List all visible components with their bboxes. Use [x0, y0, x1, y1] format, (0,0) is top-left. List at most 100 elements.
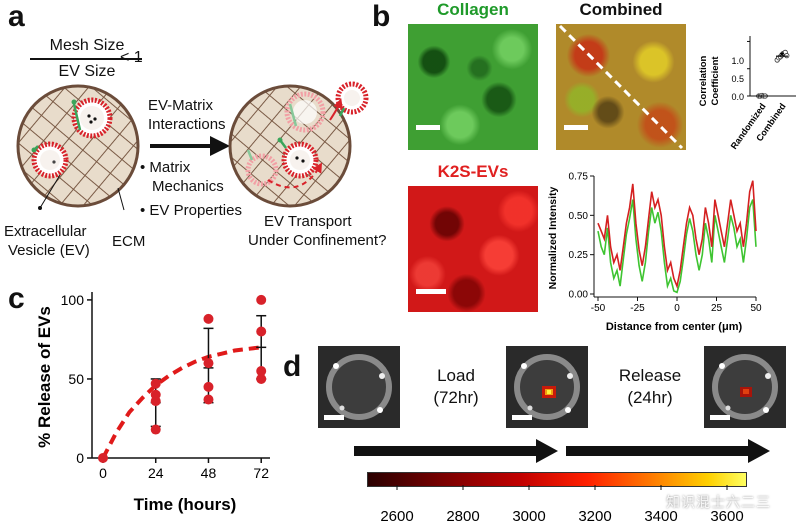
panel-label-b: b: [372, 0, 391, 33]
particle-image-initial: [318, 346, 400, 428]
x-tick-label: 0: [99, 465, 107, 481]
corr-ytick-0: 0.0: [731, 92, 744, 102]
x-tick-label: -50: [591, 303, 606, 314]
panel-label-d: d: [283, 350, 302, 383]
panel-label-a: a: [8, 0, 25, 33]
x-tick-label: 48: [201, 465, 217, 481]
release-xlabel: Time (hours): [134, 495, 237, 514]
data-point: [203, 358, 214, 369]
scale-bar: [512, 415, 532, 420]
series-line-collagen: [597, 199, 757, 294]
watermark: 知识混士六二三: [666, 494, 771, 510]
arrow-release: [566, 439, 770, 463]
load-line1: Load: [437, 366, 475, 385]
arrow-label-line2: Interactions: [148, 116, 226, 133]
data-point: [203, 381, 214, 392]
series-line-k2s-evs: [597, 180, 757, 289]
colorbar-tick-label: 2800: [446, 508, 479, 525]
scale-bar: [324, 415, 344, 420]
transport-path-arrow: [267, 162, 323, 189]
colorbar-tick-label: 3000: [512, 508, 545, 525]
ev-label-line1: Extracellular: [4, 223, 87, 240]
correlation-chart: Correlation Coefficient 1.0 0.5 0.0 * Ra…: [698, 36, 796, 151]
scale-bar: [710, 415, 730, 420]
data-point: [150, 378, 161, 389]
colorbar-tick-label: 2600: [380, 508, 413, 525]
transport-line1: EV Transport: [264, 213, 352, 230]
colorbar-ticks: 2600 2800 3000 3200 3400 3600: [380, 485, 744, 525]
release-chart: 0 24 48 72 0 50 100 % Release of EVs Time (hou…: [35, 292, 270, 514]
y-tick-label: 0.25: [569, 250, 589, 261]
corr-ylabel-1: Correlation: [698, 55, 709, 106]
y-tick-label: 0.75: [569, 172, 589, 183]
title-collagen: Collagen: [437, 0, 509, 19]
scale-bar: [564, 125, 588, 130]
vesicle-left-1: [71, 97, 113, 139]
data-point: [97, 453, 108, 463]
data-point: [203, 313, 214, 324]
vesicle-right-3: [245, 149, 279, 187]
data-point: [256, 366, 267, 377]
data-point: [256, 326, 267, 337]
timeline-arrows: [354, 439, 770, 463]
x-tick-label: 50: [750, 303, 762, 314]
y-tick-label: 0.50: [569, 211, 589, 222]
x-tick-label: 24: [148, 465, 164, 481]
release-ylabel: % Release of EVs: [35, 306, 54, 448]
scale-bar: [416, 289, 446, 294]
bullet-ev-properties: • EV Properties: [140, 202, 242, 219]
ecm-pointer-line: [117, 187, 125, 211]
transport-line2: Under Confinement?: [248, 232, 387, 249]
title-combined: Combined: [579, 0, 663, 19]
intensity-profile-chart: -50 -25 0 25 50 0.00 0.25 0.50 0.75 Normalized I…: [548, 172, 762, 334]
profile-xlabel: Distance from center (μm): [606, 321, 743, 333]
bullet-mechanics: Mechanics: [152, 178, 224, 195]
fraction-line: [30, 58, 142, 60]
vesicle-escaping: [335, 81, 369, 117]
colorbar-tick-label: 3200: [578, 508, 611, 525]
ecm-label: ECM: [112, 233, 146, 250]
intensity-colorbar: [367, 472, 747, 487]
collagen-micrograph: [408, 24, 538, 150]
ratio-denominator: EV Size: [58, 63, 116, 80]
fit-curve: [101, 345, 262, 459]
corr-ylabel-2: Coefficient: [710, 56, 721, 106]
arrow-label-line1: EV-Matrix: [148, 97, 214, 114]
x-tick-label: 0: [674, 303, 680, 314]
ev-pointer-line: [39, 174, 61, 209]
ratio-compare: < 1: [120, 49, 143, 66]
y-tick-label: 0.00: [569, 290, 589, 301]
vesicle-right-2: [277, 137, 319, 179]
corr-ytick-2: 1.0: [731, 56, 744, 66]
particle-image-loaded: [506, 346, 588, 428]
corr-ytick-1: 0.5: [731, 74, 744, 84]
scale-bar: [416, 125, 440, 130]
data-point: [150, 389, 161, 400]
y-tick-label: 0: [76, 450, 84, 466]
data-point: [150, 424, 161, 435]
ev-label-line2: Vesicle (EV): [8, 242, 90, 259]
title-k2s: K2S-EVs: [437, 162, 509, 181]
y-tick-label: 50: [68, 371, 84, 387]
escape-arrow: [329, 98, 343, 121]
x-tick-label: 72: [253, 465, 269, 481]
release-line1: Release: [618, 366, 682, 385]
colorbar-tick-label: 3400: [644, 508, 677, 525]
data-point: [256, 294, 267, 305]
panel-label-c: c: [8, 282, 25, 315]
y-tick-label: 100: [61, 292, 85, 308]
particle-image-released: [704, 346, 786, 428]
data-point: [256, 373, 267, 384]
profile-ylabel: Normalized Intensity: [548, 187, 559, 290]
profile-line: [558, 24, 684, 150]
x-tick-label: -25: [630, 303, 645, 314]
ratio-numerator: Mesh Size: [49, 37, 125, 54]
k2s-micrograph: [408, 186, 538, 312]
vesicle-left-2: [31, 141, 69, 179]
ecm-mesh-left: [16, 84, 140, 208]
corr-significance: *: [780, 49, 785, 63]
bullet-matrix: • Matrix: [140, 159, 191, 176]
x-tick-label: 25: [711, 303, 723, 314]
arrow-load: [354, 439, 558, 463]
vesicle-right-1: [284, 91, 326, 133]
